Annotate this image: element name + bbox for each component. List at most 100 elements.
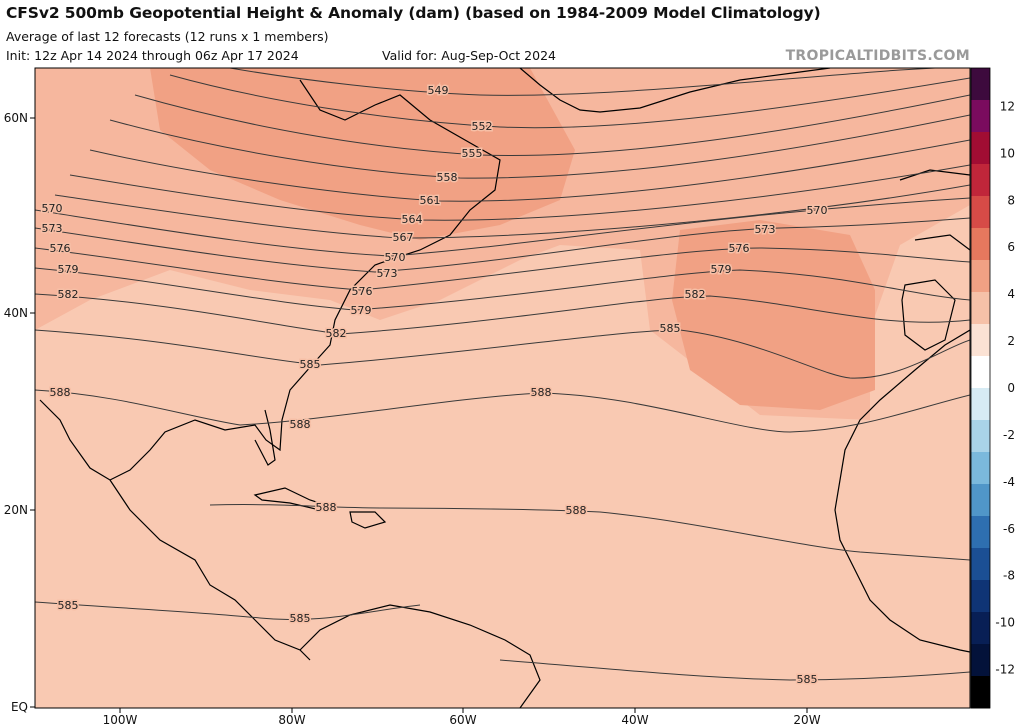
colorbar-swatch <box>971 100 990 133</box>
colorbar-swatch <box>971 228 990 261</box>
contour-label-567: 567 <box>393 231 414 244</box>
latitude-axis: 60N 40N 20N EQ <box>4 111 35 714</box>
contour-label-576-east: 576 <box>729 242 750 255</box>
colorbar-swatch <box>971 612 990 645</box>
contour-570 <box>35 197 970 257</box>
contour-label-576-coast: 576 <box>352 285 373 298</box>
contour-585-north <box>35 329 970 379</box>
contour-564 <box>69 164 970 221</box>
lon-label-100w: 100W <box>103 713 138 727</box>
contour-label-585-panama: 585 <box>290 612 311 625</box>
contour-label-576-west: 576 <box>50 242 71 255</box>
colorbar-tick-label: -10 <box>995 616 1015 630</box>
lat-label-60n: 60N <box>4 111 28 125</box>
contour-585-equator <box>499 659 970 681</box>
height-contours <box>35 68 970 681</box>
contour-label-582-coast: 582 <box>326 327 347 340</box>
colorbar-tick-label: 2 <box>1007 334 1015 348</box>
contour-label-585-pacific: 585 <box>58 599 79 612</box>
lat-label-40n: 40N <box>4 306 28 320</box>
contour-label-588-caribbean: 588 <box>316 501 337 514</box>
contour-549 <box>229 68 944 96</box>
colorbar-swatch <box>971 324 990 357</box>
lon-label-40w: 40W <box>621 713 648 727</box>
coast-south-america <box>299 604 541 708</box>
contour-label-564: 564 <box>402 213 423 226</box>
anomaly-fill-plus3-north <box>150 68 575 240</box>
colorbar-tick-label: 10 <box>1000 146 1015 160</box>
colorbar-swatch <box>971 452 990 485</box>
contour-555 <box>134 94 970 157</box>
contour-label-573-coast: 573 <box>377 267 398 280</box>
colorbar-swatch <box>971 420 990 453</box>
coastlines <box>39 68 970 708</box>
contour-573 <box>35 217 970 273</box>
colorbar-swatch <box>971 292 990 325</box>
contour-567 <box>54 184 970 239</box>
colorbar-tick-label: -8 <box>1003 569 1015 583</box>
site-brand[interactable]: TROPICALTIDBITS.COM <box>785 48 970 64</box>
contour-label-570-east: 570 <box>807 204 828 217</box>
colorbar-tick-label: 12 <box>1000 99 1015 113</box>
coast-africa <box>834 329 970 653</box>
chart-subtitle: Average of last 12 forecasts (12 runs x … <box>6 29 329 44</box>
valid-period: Valid for: Aug-Sep-Oct 2024 <box>382 48 556 63</box>
colorbar-tick-label: 0 <box>1007 381 1015 395</box>
colorbar-tick-label: -6 <box>1003 522 1015 536</box>
contour-label-588-gulf: 588 <box>50 386 71 399</box>
colorbar-labels: 12 10 8 6 4 2 0 -2 -4 -6 -8 -10 -12 <box>995 99 1015 676</box>
contour-552 <box>169 74 970 129</box>
contour-label-588-atlantic: 588 <box>531 386 552 399</box>
colorbar-swatch <box>971 196 990 229</box>
colorbar-swatch <box>971 676 990 709</box>
anomaly-fill-plus3-atlantic <box>672 220 875 410</box>
colorbar-tick-label: -4 <box>1003 475 1015 489</box>
colorbar-swatch <box>971 580 990 613</box>
lon-label-60w: 60W <box>449 713 476 727</box>
colorbar-swatch <box>971 68 990 101</box>
colorbar-swatch <box>971 644 990 677</box>
chart-title: CFSv2 500mb Geopotential Height & Anomal… <box>6 4 821 22</box>
anomaly-colorbar <box>970 67 991 709</box>
colorbar-tick-label: -2 <box>1003 428 1015 442</box>
contour-label-582-west: 582 <box>58 288 79 301</box>
contour-588-north <box>35 389 970 433</box>
lat-label-20n: 20N <box>4 503 28 517</box>
contour-label-585-coast: 585 <box>300 358 321 371</box>
colorbar-swatch <box>971 548 990 581</box>
init-time: Init: 12z Apr 14 2024 through 06z Apr 17… <box>6 48 299 63</box>
contour-label-573-east: 573 <box>755 223 776 236</box>
contour-label-585-east: 585 <box>660 322 681 335</box>
colorbar-frame <box>970 67 991 709</box>
colorbar-swatch <box>971 132 990 165</box>
contour-label-549: 549 <box>428 84 449 97</box>
coast-cuba <box>253 487 336 511</box>
contour-label-588-tropical: 588 <box>566 504 587 517</box>
colorbar-swatch <box>971 164 990 197</box>
colorbar-swatch <box>971 388 990 421</box>
contour-label-582-east: 582 <box>685 288 706 301</box>
contour-label-558: 558 <box>437 171 458 184</box>
contour-label-570-west: 570 <box>42 202 63 215</box>
colorbar-tick-label: 4 <box>1007 287 1015 301</box>
contour-label-579-coast: 579 <box>351 304 372 317</box>
contour-588-south <box>209 504 970 561</box>
colorbar-swatch <box>971 356 990 389</box>
colorbar-swatch <box>971 516 990 549</box>
colorbar-swatch <box>971 260 990 293</box>
contour-label-561: 561 <box>420 194 441 207</box>
contour-label-585-equator: 585 <box>797 673 818 686</box>
colorbar-tick-label: 6 <box>1007 240 1015 254</box>
contour-label-570-coast: 570 <box>385 251 406 264</box>
lon-label-20w: 20W <box>793 713 820 727</box>
lon-label-80w: 80W <box>278 713 305 727</box>
contour-label-579-east: 579 <box>711 263 732 276</box>
coast-hispaniola <box>349 511 387 529</box>
coast-central-america <box>109 479 311 661</box>
contour-label-588-florida: 588 <box>290 418 311 431</box>
contour-576 <box>35 247 970 291</box>
contour-label-573-west: 573 <box>42 222 63 235</box>
contour-label-552: 552 <box>472 120 493 133</box>
colorbar-swatch <box>971 484 990 517</box>
